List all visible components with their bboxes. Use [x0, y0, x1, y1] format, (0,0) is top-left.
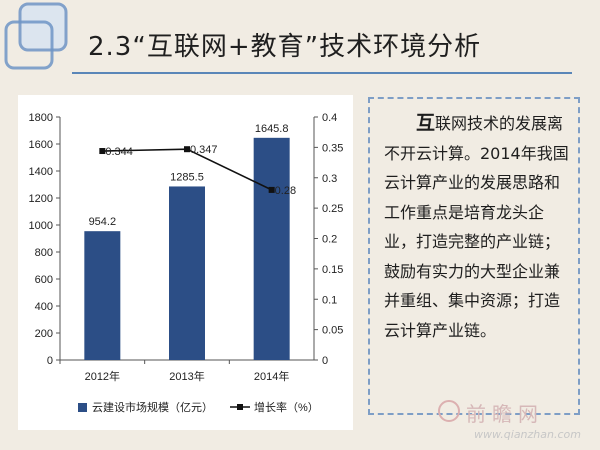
- x-axis-tick-label: 2014年: [254, 369, 289, 383]
- right-axis-tick-label: 0.25: [322, 203, 343, 215]
- left-axis-tick-label: 600: [35, 274, 53, 286]
- page-title: 2.3“互联网+教育”技术环境分析: [88, 32, 482, 62]
- watermark-name: 前瞻网: [466, 402, 544, 426]
- growth-rate-point: [99, 148, 106, 155]
- left-axis-tick-label: 200: [35, 328, 53, 340]
- growth-rate-point: [184, 146, 190, 153]
- summary-textbox: 互联网技术的发展离不开云计算。2014年我国云计算产业的发展思路和工作重点是培育…: [368, 97, 580, 415]
- watermark-logo-icon: [438, 400, 460, 422]
- right-axis-tick-label: 0: [322, 355, 328, 367]
- summary-paragraph: 互联网技术的发展离不开云计算。2014年我国云计算产业的发展思路和工作重点是培育…: [384, 109, 570, 345]
- right-axis-tick-label: 0.15: [322, 264, 343, 276]
- summary-text: 联网技术的发展离不开云计算。2014年我国云计算产业的发展思路和工作重点是培育龙…: [384, 114, 569, 340]
- logo-squares: [4, 2, 68, 70]
- right-axis-tick-label: 0.35: [322, 142, 343, 154]
- left-axis-tick-label: 800: [35, 247, 53, 259]
- left-axis-tick-label: 1600: [29, 139, 53, 151]
- right-axis-tick-label: 0.4: [322, 112, 337, 124]
- right-axis-tick-label: 0.3: [322, 173, 337, 185]
- watermark: 前瞻网 www.qianzhan.com: [438, 398, 598, 446]
- legend-bar-swatch: [78, 403, 87, 412]
- summary-first-char: 互: [416, 112, 436, 134]
- left-axis-tick-label: 400: [35, 301, 53, 313]
- right-axis-tick-label: 0.05: [322, 325, 343, 337]
- bar-data-label: 1285.5: [170, 171, 204, 183]
- watermark-url: www.qianzhan.com: [474, 428, 581, 441]
- bar-data-label: 1645.8: [255, 123, 289, 135]
- growth-rate-data-label: 0.28: [275, 185, 296, 197]
- growth-rate-point: [268, 186, 275, 193]
- title-underline: [72, 72, 572, 74]
- x-axis-tick-label: 2012年: [85, 369, 120, 383]
- legend-bar-label: 云建设市场规模（亿元）: [92, 400, 213, 414]
- legend-line-label: 增长率（%）: [254, 400, 319, 414]
- bar: [253, 137, 290, 360]
- bar: [84, 231, 121, 360]
- bar: [169, 186, 205, 360]
- growth-rate-data-label: 0.347: [190, 144, 218, 156]
- bar-data-label: 954.2: [89, 216, 117, 228]
- combo-chart: 0 200 400 600 800 1000 1200 1400 1600 1800 0 0.05 0.…: [29, 112, 344, 414]
- left-axis-tick-label: 0: [47, 355, 53, 367]
- right-axis-tick-label: 0.2: [322, 234, 337, 246]
- left-axis-tick-label: 1200: [29, 193, 53, 205]
- chart-panel: 0 200 400 600 800 1000 1200 1400 1600 1800 0 0.05 0.…: [18, 95, 353, 430]
- left-axis-tick-label: 1800: [29, 112, 53, 124]
- left-axis-tick-label: 1400: [29, 166, 53, 178]
- growth-rate-data-label: 0.344: [105, 146, 133, 158]
- x-axis-tick-label: 2013年: [169, 369, 204, 383]
- legend-line-marker: [237, 404, 243, 410]
- right-axis-tick-label: 0.1: [322, 294, 337, 306]
- left-axis-tick-label: 1000: [29, 220, 53, 232]
